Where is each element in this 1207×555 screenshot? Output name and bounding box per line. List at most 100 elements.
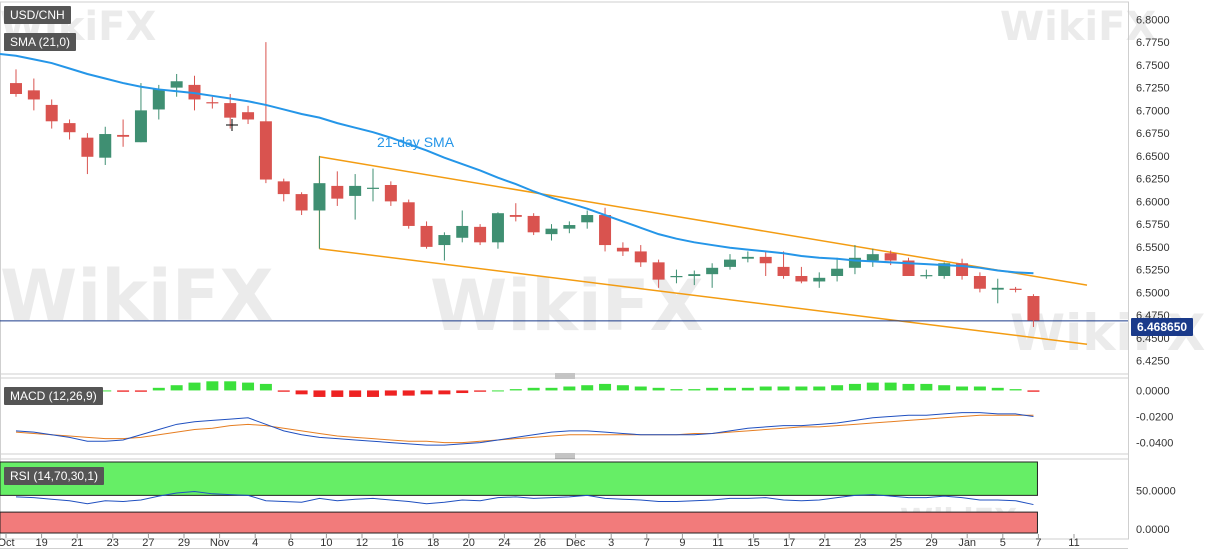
candle <box>902 257 915 276</box>
candle-body <box>27 90 40 100</box>
price-y-tick-label: 6.5000 <box>1136 287 1170 299</box>
macd-histogram-bar <box>170 385 183 391</box>
x-tick-label: Jan <box>958 537 976 549</box>
macd-histogram-bar <box>813 386 826 391</box>
macd-histogram-bar <box>509 389 522 391</box>
watermark-text: WikiFX <box>1000 4 1156 50</box>
rsi-panel-divider[interactable] <box>555 453 575 459</box>
macd-histogram-bar <box>581 385 594 391</box>
rsi-oversold-zone <box>0 511 1038 534</box>
macd-histogram-bar <box>938 385 951 391</box>
candle-body <box>384 184 397 202</box>
candle-body <box>349 185 362 196</box>
candle-body <box>206 102 219 104</box>
candle-body <box>848 257 861 268</box>
macd-histogram-bar <box>367 390 379 397</box>
x-tick-label: 11 <box>712 537 723 549</box>
macd-histogram-bar <box>474 390 487 392</box>
candle <box>438 232 451 261</box>
x-tick-label: 3 <box>608 537 614 549</box>
candle <box>402 199 415 229</box>
candle <box>367 168 379 202</box>
price-y-tick-label: 6.5500 <box>1136 242 1170 254</box>
macd-histogram-bar <box>866 382 879 391</box>
x-tick-label: Nov <box>210 537 230 549</box>
candle-body <box>259 121 272 180</box>
macd-histogram-bar <box>634 386 647 391</box>
candle <box>688 270 701 286</box>
candle-body <box>563 225 576 229</box>
candle-body <box>420 225 433 247</box>
candle-body <box>474 226 487 243</box>
macd-histogram-bar <box>242 382 255 391</box>
candle <box>652 259 665 288</box>
x-tick-label: 6 <box>288 537 294 549</box>
candle-body <box>938 263 951 276</box>
candle-body <box>741 256 754 259</box>
candle-body <box>134 110 147 143</box>
macd-histogram-bar <box>491 390 504 392</box>
x-tick-label: Dec <box>566 537 586 549</box>
candle <box>616 242 629 256</box>
candle-body <box>866 254 879 261</box>
candle <box>866 248 879 267</box>
candle-body <box>152 89 165 110</box>
macd-y-tick-label: 0.0000 <box>1136 385 1170 397</box>
x-tick-label: 9 <box>679 537 685 549</box>
macd-panel-divider[interactable] <box>555 373 575 379</box>
macd-histogram-bar <box>759 386 772 391</box>
macd-histogram-bar <box>456 390 469 394</box>
candle <box>813 272 826 288</box>
candle-body <box>295 194 308 211</box>
candle-body <box>724 259 736 267</box>
candle <box>81 133 94 175</box>
macd-histogram-bar <box>402 390 415 396</box>
macd-histogram-bar <box>134 390 147 392</box>
macd-signal-line <box>15 414 1034 444</box>
x-tick-label: Oct <box>0 537 15 549</box>
rsi-y-tick-label: 50.0000 <box>1136 486 1176 498</box>
candle <box>63 119 76 140</box>
macd-y-tick-label: -0.0200 <box>1136 412 1173 424</box>
x-tick-label: 18 <box>427 537 439 549</box>
macd-histogram-bar <box>706 387 719 391</box>
sma-21-line <box>0 52 1034 275</box>
candle <box>777 251 790 279</box>
candle <box>117 119 130 147</box>
candle <box>741 251 754 263</box>
macd-histogram-bar <box>831 385 844 391</box>
candle <box>45 99 58 129</box>
candle <box>134 83 147 143</box>
x-tick-label: 5 <box>1000 537 1006 549</box>
x-tick-label: 12 <box>356 537 368 549</box>
candle <box>706 263 719 288</box>
candle <box>313 155 326 249</box>
rsi-overbought-zone <box>0 461 1038 496</box>
macd-histogram-bar <box>349 390 362 397</box>
x-tick-label: 25 <box>890 537 902 549</box>
macd-histogram-bar <box>973 386 986 391</box>
x-tick-label: 23 <box>107 537 119 549</box>
candle <box>27 78 40 111</box>
macd-histogram-bar <box>902 383 915 391</box>
price-y-tick-label: 6.7250 <box>1136 83 1170 95</box>
rsi-line <box>15 491 1034 506</box>
candle-body <box>99 134 112 158</box>
candle-body <box>652 262 665 280</box>
x-tick-label: 15 <box>747 537 759 549</box>
candle-body <box>706 267 719 275</box>
macd-histogram-bar <box>724 387 736 391</box>
macd-histogram-bar <box>956 386 969 391</box>
price-y-tick-label: 6.5250 <box>1136 265 1170 277</box>
candle <box>206 96 219 109</box>
candle <box>420 221 433 249</box>
candle-body <box>367 187 379 189</box>
macd-y-tick-label: -0.0400 <box>1136 438 1173 450</box>
price-y-tick-label: 6.5750 <box>1136 219 1170 231</box>
candle <box>991 278 1004 304</box>
x-tick-label: 29 <box>925 537 937 549</box>
macd-histogram-bar <box>331 390 344 397</box>
candle-body <box>224 103 237 118</box>
candle-body <box>509 215 522 217</box>
candle-body <box>1027 296 1040 321</box>
